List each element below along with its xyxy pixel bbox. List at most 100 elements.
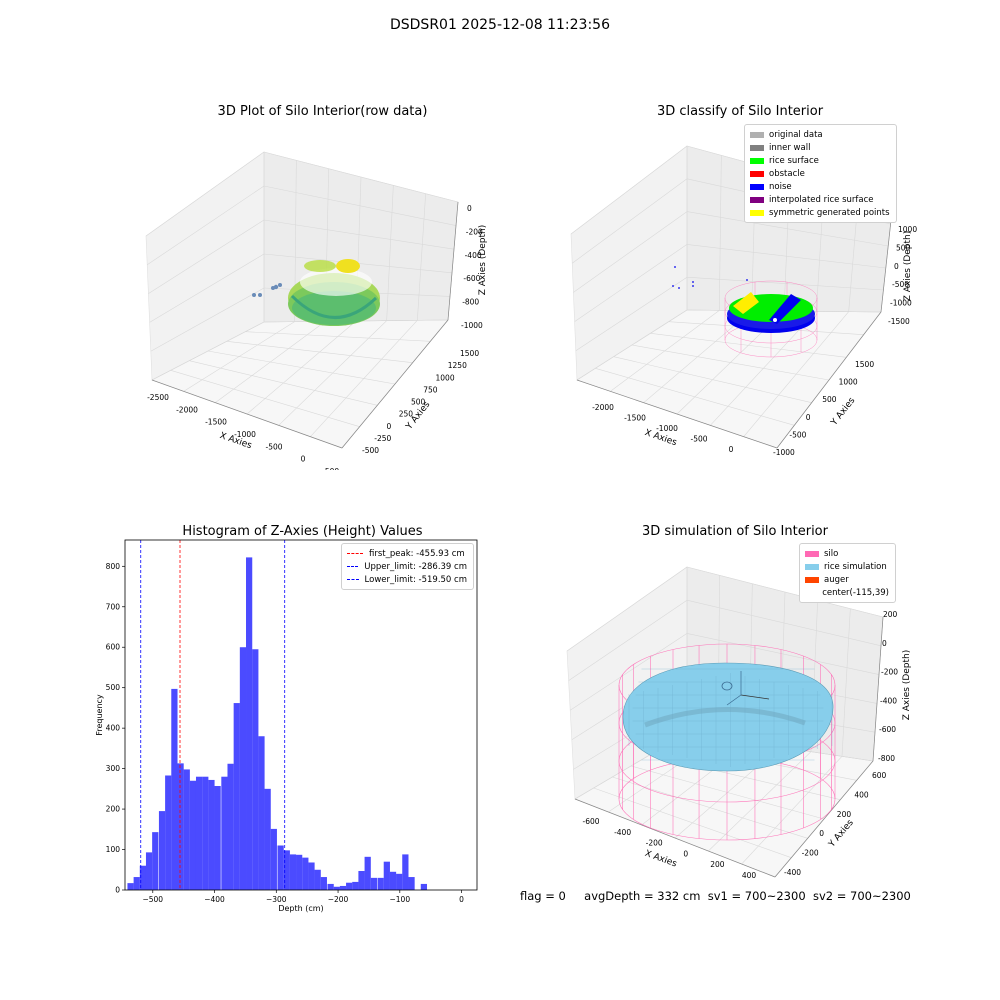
sim-z-tick-label: -400	[880, 696, 897, 705]
raw-point-cloud	[252, 259, 380, 326]
sim-z-tick-label: -600	[879, 725, 896, 734]
sim-x-tick-label: -600	[582, 817, 599, 826]
histogram-x-ticks: −500 −400 −300 −200 −100 0	[142, 890, 464, 904]
classify-points	[672, 266, 818, 358]
classify-legend-swatch	[750, 157, 764, 164]
classify-z-tick-label: -1000	[890, 299, 912, 308]
histogram-bar	[183, 769, 190, 890]
raw-y-tick-label: 250	[399, 410, 414, 419]
sim-x-tick-label: 0	[683, 849, 688, 858]
classify-legend-entry: noise	[750, 180, 890, 193]
raw-x-tick-label: -2000	[176, 405, 198, 414]
histogram-x-tick-label: −100	[390, 895, 411, 904]
sim-z-tick-label: 0	[882, 639, 887, 648]
sim-legend-swatch	[805, 563, 819, 570]
gridline	[613, 356, 812, 403]
histogram-bar	[152, 832, 159, 890]
gridline	[650, 333, 847, 358]
classify-legend-label: original data	[769, 129, 823, 140]
gridline	[417, 193, 426, 321]
sim-y-tick-labels: -400 -200 0 200 400 600	[784, 771, 887, 877]
histogram-bar	[277, 845, 284, 890]
sim-y-axis-label: Y Axies	[827, 818, 856, 850]
classify-legend-entry: rice surface	[750, 154, 890, 167]
gridline	[631, 344, 830, 381]
raw-y-tick-label: 750	[423, 385, 438, 394]
histogram-x-label: Depth (cm)	[278, 904, 323, 913]
sim-legend-label: center(-115,39)	[822, 587, 889, 598]
gridline	[386, 185, 394, 321]
histogram-y-label: Frequency	[95, 694, 104, 736]
histogram-vlines	[140, 540, 286, 890]
sim-z-tick-label: 200	[883, 610, 898, 619]
histogram-bar	[370, 877, 377, 890]
gridline	[595, 368, 795, 426]
gridline	[148, 219, 265, 294]
classify-legend-swatch	[750, 209, 764, 216]
histogram-bar	[145, 852, 153, 890]
classify-legend-entry: symmetric generated points	[750, 206, 890, 219]
histogram-bar	[171, 688, 178, 890]
figure-title: DSDSR01 2025-12-08 11:23:56	[389, 17, 610, 33]
classify-legend-swatch	[750, 131, 764, 138]
raw-x-tick-label: -2500	[147, 393, 169, 402]
histogram-bar	[227, 763, 234, 890]
sim-y-tick-label: 600	[872, 771, 887, 780]
sim-3d-plot: -600 -400 -200 0 200 400 -400 -200 0 200 400 600 2…	[566, 566, 912, 880]
histogram-y-tick-label: 700	[106, 602, 121, 611]
classify-y-tick-label: 1500	[855, 360, 874, 369]
gridline	[686, 566, 884, 618]
sim-x-tick-label: -200	[646, 839, 663, 848]
gridline	[686, 244, 886, 269]
classify-legend-label: inner wall	[769, 142, 811, 153]
raw-z-tick-label: 0	[467, 204, 472, 213]
gridline	[245, 331, 431, 342]
histogram-legend: first_peak: -455.93 cm Upper_limit: -286.…	[341, 543, 474, 590]
sim-y-tick-label: -400	[784, 868, 801, 877]
classify-x-tick-label: -500	[690, 435, 707, 444]
histogram-bar	[314, 869, 321, 890]
sim-x-axis-label: X Axies	[643, 849, 678, 870]
gridline	[263, 219, 455, 250]
classify-y-tick-label: -1000	[773, 448, 795, 457]
histogram-legend-line	[347, 579, 359, 580]
histogram-legend-label: first_peak: -455.93 cm	[369, 548, 465, 559]
histogram-bar	[302, 857, 309, 890]
raw-x-tick-label: -1500	[205, 418, 227, 427]
histogram-bar	[402, 854, 409, 890]
histogram-legend-label: Lower_limit: -519.50 cm	[364, 574, 467, 585]
classify-z-tick-labels: 1000 500 0 -500 -1000 -1500	[888, 225, 917, 326]
histogram-bar	[389, 871, 397, 890]
histogram-y-tick-label: 300	[106, 764, 121, 773]
classify-z-axis-label: Z Axies (Depth)	[903, 231, 913, 302]
gridline	[686, 599, 882, 647]
histogram-x-tick-label: −300	[266, 895, 287, 904]
gridline	[630, 765, 825, 820]
histogram-legend-line	[347, 566, 359, 567]
histogram-bar	[202, 776, 209, 890]
histogram-legend-line	[347, 553, 363, 554]
sim-legend-entry: silo	[805, 547, 889, 560]
histogram-axes-frame	[124, 539, 478, 891]
histogram-bar	[333, 886, 340, 890]
sim-axis-lines	[574, 616, 884, 878]
sv2-text: sv2 = 700~2300	[812, 889, 911, 903]
raw-z-tick-label: -200	[466, 227, 483, 236]
gridline	[226, 341, 413, 363]
sim-legend-swatch	[805, 550, 819, 557]
gridline	[149, 253, 265, 323]
histogram-x-tick-label: −500	[142, 895, 163, 904]
histogram-bar	[214, 786, 221, 890]
gridline	[568, 599, 688, 681]
gridline	[612, 776, 808, 839]
histogram-bar	[396, 873, 403, 890]
classify-z-tick-label: 1000	[898, 225, 917, 234]
gridline	[570, 145, 688, 235]
raw-y-tick-label: -500	[362, 446, 379, 455]
gridline	[575, 276, 688, 352]
classify-legend-label: symmetric generated points	[769, 207, 890, 218]
flag-text: flag = 0	[520, 889, 566, 903]
sim-y-tick-label: 200	[837, 810, 852, 819]
gridline	[573, 211, 688, 293]
